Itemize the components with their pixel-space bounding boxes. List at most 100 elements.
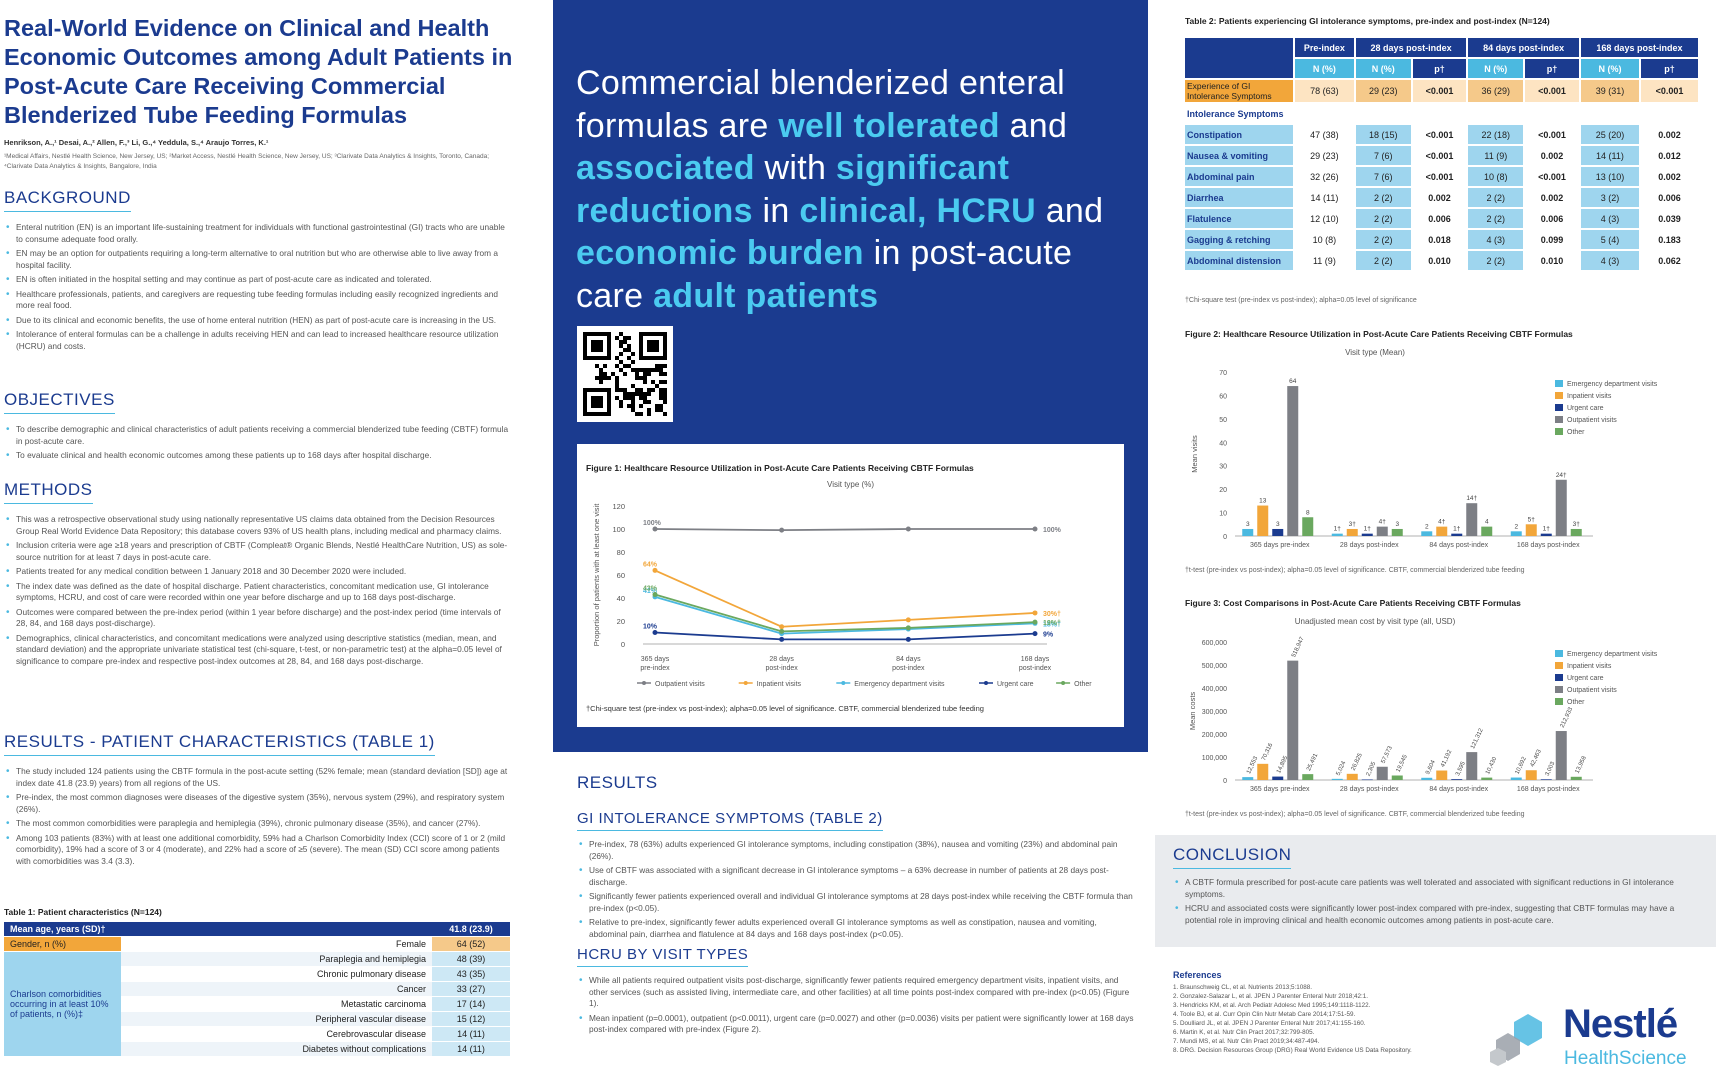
comorbidity-value: 14 (11) xyxy=(432,1041,510,1057)
symptom-value: 0.006 xyxy=(1410,207,1469,230)
bar-label: 2,305 xyxy=(1366,761,1378,778)
figure3-subtitle: Unadjusted mean cost by visit type (all,… xyxy=(1294,617,1456,626)
x-tick-label: post-index xyxy=(892,665,925,672)
legend-marker xyxy=(743,681,748,685)
y-tick-label: 60 xyxy=(1219,393,1227,400)
brand-sub: HealthScience xyxy=(1564,1048,1687,1069)
data-label: 100% xyxy=(643,520,662,527)
hero-highlight-6: adult patients xyxy=(653,276,879,315)
objectives-heading: OBJECTIVES xyxy=(4,390,115,414)
bar xyxy=(1436,770,1448,780)
data-point xyxy=(652,526,658,532)
table1: Mean age, years (SD)† 41.8 (23.9) Gender… xyxy=(4,922,510,1057)
legend-label: Emergency department visits xyxy=(854,681,945,688)
y-tick-label: 60 xyxy=(617,571,625,580)
symptom-value: <0.001 xyxy=(1410,123,1469,146)
table2-group-header: 168 days post-index xyxy=(1578,36,1701,59)
bar-label: 26,825 xyxy=(1351,752,1364,772)
results-pc-list: The study included 124 patients using th… xyxy=(4,766,509,867)
bar-label: 2 xyxy=(1514,523,1518,530)
experience-value: 36 (29) xyxy=(1466,78,1526,104)
bar-label: 25,491 xyxy=(1306,752,1319,772)
bar-label: 3,003 xyxy=(1545,760,1557,777)
symptom-value: 4 (3) xyxy=(1578,249,1642,272)
series-line xyxy=(654,631,1036,641)
table2-group-header: Pre-index xyxy=(1293,36,1356,59)
methods-section: METHODS This was a retrospective observa… xyxy=(4,480,509,670)
experience-label: Experience of GI Intolerance Symptoms xyxy=(1183,78,1295,104)
symptom-value: 2 (2) xyxy=(1353,186,1413,209)
table2-row: Gagging & retching 10 (8) 2 (2) 0.018 4 (3) 0… xyxy=(1183,228,1700,251)
series-line xyxy=(654,528,1035,532)
y-tick-label: 40 xyxy=(1219,440,1227,447)
comorbidity-name: Peripheral vascular disease xyxy=(121,1011,432,1027)
table2-group-header: 28 days post-index xyxy=(1353,36,1469,59)
bar-label: 3 xyxy=(1276,521,1280,528)
qr-code[interactable] xyxy=(577,326,673,422)
legend-marker xyxy=(1061,681,1066,685)
references-section: References 1. Braunschweig CL, et al. Nu… xyxy=(1173,970,1493,1055)
hero-highlight-3: significant reductions xyxy=(576,149,1010,230)
bar xyxy=(1525,770,1537,780)
bar xyxy=(1555,479,1567,536)
y-tick-label: 40 xyxy=(617,594,625,603)
x-tick-label: 84 days post-index xyxy=(1429,542,1488,549)
legend-swatch xyxy=(1555,404,1563,411)
x-tick-label: 365 days xyxy=(641,656,670,663)
figure2-chart: 0 10 20 30 40 50 60 70 Mean visits 365 days pre-i… xyxy=(1190,370,1658,549)
comorbidity-value: 33 (27) xyxy=(432,981,510,997)
y-tick-label: 0 xyxy=(1223,778,1227,785)
y-tick-label: 200,000 xyxy=(1202,732,1227,739)
y-tick-label: 10 xyxy=(1219,511,1227,518)
symptom-name: Flatulence xyxy=(1183,207,1295,230)
background-item: EN is often initiated in the hospital se… xyxy=(4,274,509,286)
hero-highlight-1: well tolerated xyxy=(778,106,1000,145)
data-label: 100% xyxy=(1043,527,1062,534)
data-label: 19%† xyxy=(1043,620,1061,627)
hero-text-2: and xyxy=(999,106,1068,145)
hcru-item: While all patients required outpatient v… xyxy=(577,975,1137,1010)
legend-label: Inpatient visits xyxy=(1567,393,1612,400)
bar xyxy=(1346,773,1358,780)
reference-item: 4. Toole BJ, et al. Curr Opin Clin Nutr … xyxy=(1173,1011,1356,1018)
data-point xyxy=(905,617,911,623)
bar-label: 41,192 xyxy=(1440,749,1453,769)
reference-item: 6. Martin K, et al. Nutr Clin Pract 2017… xyxy=(1173,1029,1315,1036)
objectives-list: To describe demographic and clinical cha… xyxy=(4,424,509,462)
y-tick-label: 30 xyxy=(1219,464,1227,471)
table1-caption: Table 1: Patient characteristics (N=124) xyxy=(4,907,162,917)
bar xyxy=(1451,779,1463,780)
legend-label: Outpatient visits xyxy=(1567,417,1617,424)
y-axis-label: Mean visits xyxy=(1190,435,1199,473)
comorbidity-value: 43 (35) xyxy=(432,966,510,982)
background-heading: BACKGROUND xyxy=(4,188,131,212)
symptom-value: 11 (9) xyxy=(1466,144,1526,167)
experience-value: 78 (63) xyxy=(1293,78,1356,104)
series-line xyxy=(654,593,1036,633)
table2-caption: Table 2: Patients experiencing GI intole… xyxy=(1185,16,1550,26)
symptom-value: 22 (18) xyxy=(1466,123,1526,146)
methods-item: This was a retrospective observational s… xyxy=(4,514,509,537)
symptom-value: 10 (8) xyxy=(1293,228,1356,251)
legend-label: Urgent care xyxy=(997,681,1034,688)
data-point xyxy=(652,567,658,573)
y-tick-label: 0 xyxy=(621,640,625,649)
data-label: 9% xyxy=(1043,632,1054,639)
gi-list: Pre-index, 78 (63%) adults experienced G… xyxy=(577,839,1137,940)
figure1-subtitle: Visit type (%) xyxy=(827,480,874,489)
symptom-value: 18 (15) xyxy=(1353,123,1413,146)
bar xyxy=(1242,777,1254,780)
reference-item: 3. Hendricks KM, et al. Arch Pediatr Ado… xyxy=(1173,1002,1371,1009)
symptom-value: 14 (11) xyxy=(1293,186,1356,209)
figure1-caption: Figure 1: Healthcare Resource Utilizatio… xyxy=(586,463,974,473)
table2: Pre-index 28 days post-index 84 days post-… xyxy=(1183,36,1701,272)
table2-corner xyxy=(1183,36,1295,80)
results-section: RESULTS GI INTOLERANCE SYMPTOMS (TABLE 2… xyxy=(577,773,1137,1039)
results-pc-heading: RESULTS - PATIENT CHARACTERISTICS (TABLE… xyxy=(4,732,435,756)
bar-label: 3 xyxy=(1395,521,1399,528)
results-pc-item: The study included 124 patients using th… xyxy=(4,766,509,789)
symptom-value: 10 (8) xyxy=(1466,165,1526,188)
symptom-name: Nausea & vomiting xyxy=(1183,144,1295,167)
bar xyxy=(1555,731,1567,780)
bar-label: 2 xyxy=(1425,523,1429,530)
